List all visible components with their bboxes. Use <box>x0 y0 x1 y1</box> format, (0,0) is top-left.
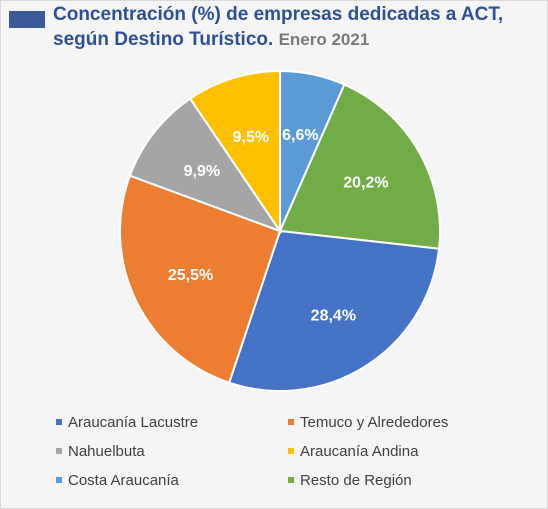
slice-label-temuco-y-alrededores: 25,5% <box>168 267 213 284</box>
legend-swatch <box>56 419 62 426</box>
slice-label-araucania-lacustre: 28,4% <box>311 308 356 325</box>
title-line-2: según Destino Turístico. <box>53 29 274 50</box>
legend-label: Nahuelbuta <box>68 443 145 460</box>
legend-label: Araucanía Andina <box>300 443 419 460</box>
legend-swatch <box>288 419 294 426</box>
pie-slice-temuco-y-alrededores <box>119 174 282 384</box>
chart-legend: Araucanía Lacustre Temuco y Alrededores Na… <box>56 413 526 498</box>
legend-label: Araucanía Lacustre <box>68 414 199 431</box>
slice-label-nahuelbuta: 9,9% <box>184 163 220 180</box>
title-marker <box>9 11 45 28</box>
legend-swatch <box>56 448 62 455</box>
slice-label-araucania-andina: 9,5% <box>233 129 269 146</box>
legend-label: Resto de Región <box>300 472 412 489</box>
legend-swatch <box>288 448 294 455</box>
chart-title: Concentración (%) de empresas dedicadas … <box>53 2 543 52</box>
title-line-1: Concentración (%) de empresas dedicadas … <box>53 4 504 25</box>
slice-label-resto-de-region: 20,2% <box>343 174 388 191</box>
slice-label-costa-araucania: 6,6% <box>282 127 318 144</box>
pie-slice-nahuelbuta <box>128 97 283 234</box>
pie-slice-resto-de-region <box>278 83 441 250</box>
legend-swatch <box>288 477 294 484</box>
legend-label: Costa Araucanía <box>68 472 179 489</box>
pie-chart: 6,6% 20,2% 28,4% 25,5% 9,9% 9,5% <box>119 69 441 392</box>
pie-slice-araucania-lacustre <box>227 229 441 392</box>
legend-item-temuco-y-alrededores: Temuco y Alrededores <box>288 413 448 433</box>
legend-swatch <box>56 477 62 484</box>
legend-item-araucania-andina: Araucanía Andina <box>288 442 418 462</box>
title-date: Enero 2021 <box>278 30 370 49</box>
pie-slice-araucania-andina <box>188 69 281 235</box>
legend-item-nahuelbuta: Nahuelbuta <box>56 442 145 462</box>
legend-item-resto-de-region: Resto de Región <box>288 471 412 491</box>
legend-item-costa-araucania: Costa Araucanía <box>56 471 179 491</box>
legend-item-araucania-lacustre: Araucanía Lacustre <box>56 413 198 433</box>
legend-label: Temuco y Alrededores <box>300 414 449 431</box>
